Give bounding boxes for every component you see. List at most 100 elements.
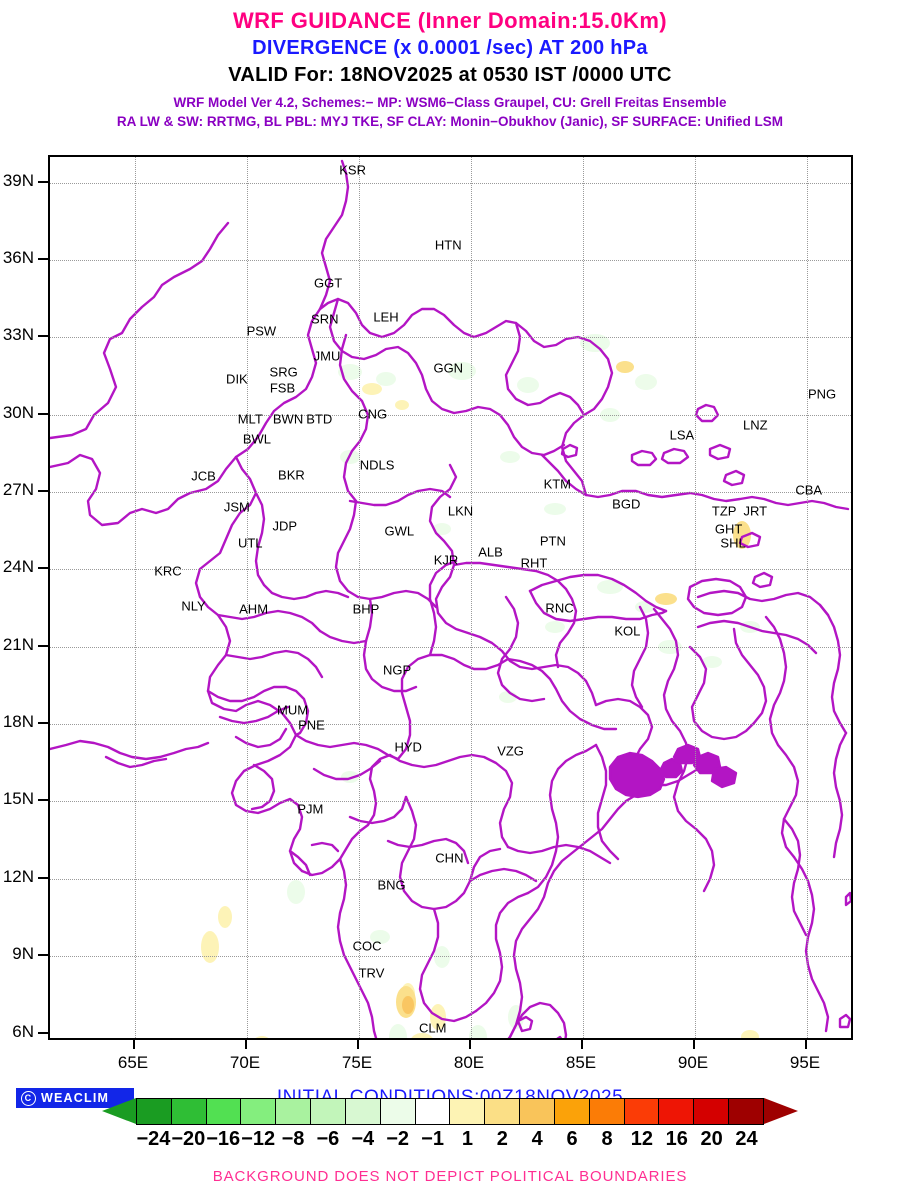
xtick-65E [133,1040,135,1049]
ylabel-39N: 39N [2,171,34,190]
colorbar-swatch-17[interactable] [728,1098,764,1125]
station-label-jsm: JSM [223,499,250,515]
colorbar-swatch-2[interactable] [205,1098,241,1125]
gridline-lon-85E [583,157,584,1038]
station-label-ggn: GGN [433,360,464,376]
station-label-lkn: LKN [447,503,474,519]
station-label-coc: COC [352,938,382,954]
xlabel-95E: 95E [789,1053,821,1072]
station-label-lsa: LSA [669,427,695,443]
station-label-chn: CHN [435,850,464,866]
colorbar-label-1: −20 [171,1128,206,1150]
ytick-27N [38,490,48,492]
colorbar-swatch-7[interactable] [379,1098,415,1125]
colorbar-swatch-9[interactable] [449,1098,485,1125]
gridline-lat-21N [50,647,851,648]
ylabel-18N: 18N [2,712,34,731]
station-label-clm: CLM [418,1020,447,1036]
colorbar-label-0: −24 [136,1128,171,1150]
xtick-85E [581,1040,583,1049]
station-label-rnc: RNC [545,600,574,616]
station-label-bhp: BHP [352,601,380,617]
ytick-24N [38,567,48,569]
colorbar-swatch-15[interactable] [658,1098,694,1125]
station-label-ngp: NGP [383,662,412,678]
ylabel-15N: 15N [2,789,34,808]
weaclim-logo-text: WEACLIM [41,1091,110,1105]
colorbar-swatch-1[interactable] [170,1098,206,1125]
colorbar-swatch-0[interactable] [136,1098,171,1125]
ylabel-36N: 36N [2,248,34,267]
station-label-srn: SRN [311,311,339,327]
gridline-lat-36N [50,260,851,261]
colorbar-label-5: −6 [316,1128,340,1150]
page-title: WRF GUIDANCE (Inner Domain:15.0Km) [232,8,668,33]
gridline-lon-75E [359,157,360,1038]
gridline-lat-9N [50,956,851,957]
colorbar-swatch-4[interactable] [275,1098,311,1125]
colorbar-swatch-11[interactable] [519,1098,554,1125]
ylabel-27N: 27N [2,480,34,499]
gridline-lat-33N [50,337,851,338]
station-label-htn: HTN [434,237,462,253]
station-label-jrt: JRT [743,503,768,519]
ytick-39N [38,181,48,183]
station-label-rht: RHT [520,555,548,571]
ylabel-24N: 24N [2,557,34,576]
colorbar-label-4: −8 [281,1128,305,1150]
station-label-kjr: KJR [433,552,459,568]
colorbar-label-7: −2 [386,1128,410,1150]
station-label-psw: PSW [246,323,277,339]
station-label-cng: CNG [358,406,388,422]
xlabel-90E: 90E [677,1053,709,1072]
xtick-75E [357,1040,359,1049]
colorbar-swatch-3[interactable] [240,1098,276,1125]
station-label-srg: SRG [269,364,298,379]
model-scheme-line-2: RA LW & SW: RRTMG, BL PBL: MYJ TKE, SF C… [116,114,784,129]
colorbar-label-15: 16 [665,1128,688,1150]
colorbar-label-17: 24 [735,1128,758,1150]
station-label-hyd: HYD [394,739,422,755]
colorbar-swatch-12[interactable] [553,1098,589,1125]
colorbar-label-8: −1 [421,1128,444,1150]
gridline-lat-15N [50,801,851,802]
station-label-ght: GHT [714,521,743,537]
xlabel-85E: 85E [565,1053,597,1072]
station-label-jmu: JMU [313,348,341,364]
ylabel-21N: 21N [2,635,34,654]
ytick-21N [38,645,48,647]
colorbar-swatch-14[interactable] [623,1098,659,1125]
station-label-ksr: KSR [339,162,366,178]
gridline-lon-70E [247,157,248,1038]
colorbar-swatches[interactable] [136,1098,764,1125]
station-label-ahm: AHM [239,601,269,617]
map-canvas[interactable]: KSR HTN GGT PSW SRN LEH JMU GGN DIK SRG FSB MLT BWN B… [48,155,853,1040]
colorbar-label-14: 12 [630,1128,653,1150]
ylabel-30N: 30N [2,403,34,422]
colorbar-swatch-6[interactable] [344,1098,380,1125]
station-label-ndls: NDLS [359,457,395,473]
ylabel-6N: 6N [12,1022,34,1041]
station-label-ktm: KTM [543,476,572,492]
ytick-15N [38,799,48,801]
gridline-lon-95E [807,157,808,1038]
colorbar-label-10: 2 [496,1128,508,1150]
station-label-vzg: VZG [497,743,524,759]
colorbar-cap-low [102,1098,136,1124]
station-label-bgd: BGD [612,496,641,512]
colorbar-swatch-10[interactable] [484,1098,520,1125]
station-label-utl: UTL [237,535,263,551]
station-label-trv: TRV [358,965,385,981]
ylabel-9N: 9N [12,944,34,963]
colorbar-swatch-13[interactable] [588,1098,624,1125]
station-label-fsb: FSB [269,380,296,396]
colorbar-swatch-5[interactable] [310,1098,345,1125]
colorbar-swatch-8[interactable] [414,1098,450,1125]
gridline-lat-30N [50,415,851,416]
colorbar[interactable]: −24 −20 −16 −12 −8 −6 −4 −2 −1 1 2 4 6 8 12 16 20 24 [84,1098,816,1156]
station-label-mlt: MLT [237,411,263,427]
model-scheme-line-1: WRF Model Ver 4.2, Schemes:− MP: WSM6−Cl… [173,95,727,110]
station-label-jdp: JDP [272,518,298,534]
gridline-lat-12N [50,879,851,880]
colorbar-swatch-16[interactable] [693,1098,729,1125]
